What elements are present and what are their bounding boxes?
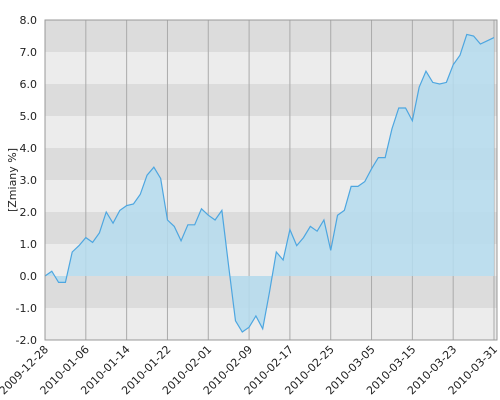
plot-border xyxy=(44,19,498,341)
y-tick-label: 2.0 xyxy=(20,206,38,219)
grid-band xyxy=(45,308,497,340)
y-tick-label: 8.0 xyxy=(20,14,38,27)
y-tick-label: 3.0 xyxy=(20,174,38,187)
y-tick-label: 5.0 xyxy=(20,110,38,123)
grid-band xyxy=(45,20,497,52)
y-tick-label: 1.0 xyxy=(20,238,38,251)
y-tick-label: 7.0 xyxy=(20,46,38,59)
area xyxy=(45,34,494,333)
y-tick-label: 6.0 xyxy=(20,78,38,91)
y-tick-label: 4.0 xyxy=(20,142,38,155)
grid-band xyxy=(45,52,497,84)
y-axis-label: [Zmiany %] xyxy=(6,148,19,212)
y-tick-label: -1.0 xyxy=(16,302,37,315)
line xyxy=(44,33,495,333)
y-tick-label: 0.0 xyxy=(20,270,38,283)
y-tick-label: -2.0 xyxy=(16,334,37,347)
